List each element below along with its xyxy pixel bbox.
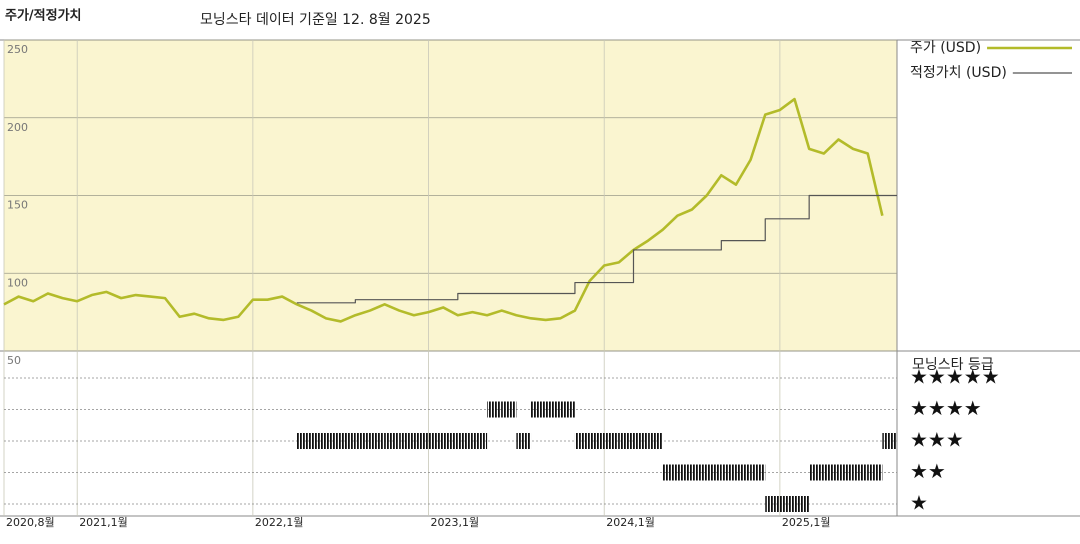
rating-bar xyxy=(311,433,327,449)
rating-label: ★ xyxy=(910,491,928,515)
rating-bar xyxy=(867,464,883,481)
rating-bar xyxy=(516,433,532,449)
x-tick-label: 2024,1월 xyxy=(606,516,655,529)
chart-subtitle: 모닝스타 데이터 기준일 12. 8월 2025 xyxy=(200,12,431,28)
rating-bar xyxy=(692,464,707,481)
rating-bar xyxy=(794,496,810,512)
rating-bar xyxy=(618,433,634,449)
y-tick-label: 250 xyxy=(7,43,28,56)
y-tick-label: 150 xyxy=(7,199,28,212)
rating-bar xyxy=(296,433,312,449)
rating-bar xyxy=(633,433,649,449)
rating-bar xyxy=(823,464,839,481)
rating-bar xyxy=(545,401,561,418)
y-tick-label: 100 xyxy=(7,276,28,289)
rating-bar xyxy=(443,433,458,449)
rating-bar xyxy=(355,433,370,449)
rating-label: ★★ xyxy=(910,459,946,483)
rating-bar xyxy=(882,433,897,449)
x-tick-label: 2023,1월 xyxy=(431,516,480,529)
rating-label: ★★★★★ xyxy=(910,365,1000,389)
x-tick-label: 2022,1월 xyxy=(255,516,304,529)
rating-bar xyxy=(501,401,517,418)
legend-label: 적정가치 (USD) xyxy=(910,65,1007,81)
rating-bar xyxy=(340,433,356,449)
rating-label: ★★★★ xyxy=(910,396,982,420)
x-tick-label: 2020,8월 xyxy=(6,516,55,529)
rating-bar xyxy=(457,433,473,449)
rating-bar xyxy=(853,464,868,481)
rating-bar xyxy=(662,464,678,481)
rating-title: 모닝스타 등급 xyxy=(912,357,994,373)
rating-bar xyxy=(765,496,780,512)
rating-label: ★★★ xyxy=(910,428,964,452)
y-tick-label: 50 xyxy=(7,354,21,367)
rating-bar xyxy=(487,401,502,418)
rating-bar xyxy=(428,433,444,449)
rating-bar xyxy=(677,464,693,481)
rating-bar xyxy=(531,401,546,418)
series-line xyxy=(3,97,884,323)
legend-label: 주가 (USD) xyxy=(910,40,981,56)
rating-bar xyxy=(648,433,663,449)
rating-bar xyxy=(838,464,854,481)
rating-bar xyxy=(384,433,400,449)
rating-bar xyxy=(721,464,736,481)
x-tick-label: 2021,1월 xyxy=(79,516,128,529)
rating-bar xyxy=(413,433,429,449)
rating-bar xyxy=(604,433,619,449)
rating-bar xyxy=(326,433,341,449)
rating-bar xyxy=(735,464,751,481)
chart-title: 주가/적정가치 xyxy=(5,8,82,24)
rating-bar xyxy=(369,433,385,449)
rating-bar xyxy=(399,433,414,449)
x-tick-label: 2025,1월 xyxy=(782,516,831,529)
y-tick-label: 200 xyxy=(7,121,28,134)
rating-bar xyxy=(706,464,722,481)
rating-bar xyxy=(472,433,488,449)
rating-bar xyxy=(560,401,575,418)
rating-bar xyxy=(574,433,590,449)
series-line xyxy=(296,194,897,304)
rating-bar xyxy=(779,496,795,512)
rating-bar xyxy=(589,433,605,449)
rating-bar xyxy=(750,464,766,481)
rating-bar xyxy=(809,464,824,481)
